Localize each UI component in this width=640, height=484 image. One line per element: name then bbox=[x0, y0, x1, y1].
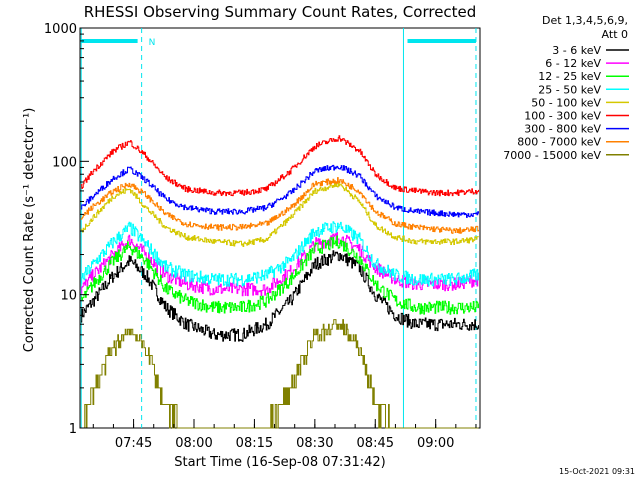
x-tick-label: 08:45 bbox=[357, 436, 394, 451]
legend-label: 25 - 50 keV bbox=[538, 83, 601, 96]
legend-label: 800 - 7000 keV bbox=[517, 136, 601, 149]
legend-label: 12 - 25 keV bbox=[538, 70, 601, 83]
x-tick-label: 09:00 bbox=[417, 436, 454, 451]
x-axis-title: Start Time (16-Sep-08 07:31:42) bbox=[174, 455, 385, 470]
series-line-3 bbox=[81, 221, 479, 287]
y-axis: 1 10 100 1000 bbox=[44, 22, 89, 437]
flag-label: N bbox=[149, 38, 156, 48]
x-axis: 07:45 08:00 08:15 08:30 08:45 09:00 bbox=[92, 419, 477, 451]
legend-title-line-1: Det 1,3,4,5,6,9, bbox=[542, 14, 628, 27]
x-tick-label: 08:30 bbox=[296, 436, 333, 451]
series-line-8 bbox=[81, 319, 479, 429]
y-tick-label: 1 bbox=[69, 422, 77, 437]
y-tick-label: 10 bbox=[60, 289, 77, 304]
series-line-2 bbox=[81, 235, 479, 315]
legend-label: 100 - 300 keV bbox=[524, 110, 601, 123]
y-tick-label: 100 bbox=[52, 155, 77, 170]
series-line-6 bbox=[81, 164, 479, 218]
legend-label: 50 - 100 keV bbox=[531, 96, 601, 109]
series-line-0 bbox=[81, 250, 479, 342]
series-line-7 bbox=[81, 177, 479, 234]
chart-title: RHESSI Observing Summary Count Rates, Co… bbox=[84, 3, 477, 21]
legend-title-line-2: Att 0 bbox=[602, 28, 628, 41]
plot-frame bbox=[79, 27, 481, 429]
series-line-5 bbox=[81, 135, 479, 197]
vertical-markers bbox=[80, 28, 477, 428]
legend-label: 300 - 800 keV bbox=[524, 123, 601, 136]
footer-timestamp: 15-Oct-2021 09:31 bbox=[559, 467, 635, 476]
series-line-4 bbox=[81, 181, 479, 247]
x-tick-label: 08:00 bbox=[175, 436, 212, 451]
y-axis-title: Corrected Count Rate (s⁻¹ detector⁻¹) bbox=[22, 108, 37, 353]
y-tick-label: 1000 bbox=[44, 22, 77, 37]
legend-label: 7000 - 15000 keV bbox=[503, 149, 601, 162]
series-layer bbox=[81, 135, 479, 429]
legend-label: 6 - 12 keV bbox=[545, 57, 601, 70]
x-tick-label: 07:45 bbox=[115, 436, 152, 451]
flag-bars: N bbox=[81, 38, 476, 48]
legend-label: 3 - 6 keV bbox=[552, 44, 601, 57]
x-tick-label: 08:15 bbox=[236, 436, 273, 451]
